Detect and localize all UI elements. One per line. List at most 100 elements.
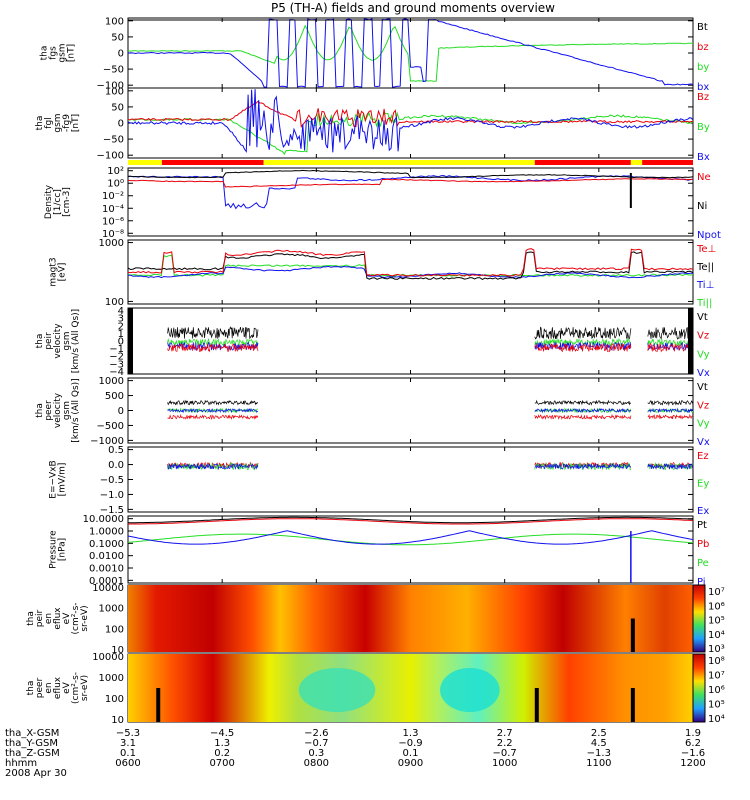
- legend-pt: Pt: [697, 520, 707, 531]
- orbit-row-label: 2008 Apr 30: [5, 768, 67, 779]
- colorbar-label: 10⁴: [708, 714, 725, 725]
- y-axis-label: gsm: [62, 401, 72, 420]
- x-tick-label: 2.7: [497, 728, 513, 739]
- y-axis-label: tha: [40, 46, 50, 61]
- mode-bar-segment: [630, 160, 643, 165]
- panel-frame-vel1: [127, 307, 694, 375]
- y-tick-label: −50: [103, 65, 124, 76]
- orbit-row-label: tha_X-GSM: [5, 728, 59, 739]
- legend-pe: Pe: [697, 558, 709, 569]
- y-tick-label: 50: [111, 102, 124, 113]
- legend-bz: Bz: [697, 92, 709, 103]
- y-tick-label: 0: [118, 406, 124, 417]
- colorbar-label: 10⁶: [708, 685, 725, 696]
- y-axis-label: eflux: [53, 676, 63, 699]
- y-tick-label: 500: [105, 391, 124, 402]
- mode-bar-segment: [263, 160, 535, 165]
- y-tick-label: −1: [109, 344, 124, 355]
- series-vz: [647, 413, 694, 420]
- y-axis-label: (cm²-s-: [71, 602, 81, 634]
- panel-frame-density: [127, 167, 694, 237]
- y-axis-label: tha: [26, 611, 36, 626]
- legend-vy: Vy: [697, 349, 710, 360]
- x-tick-label: −0.7: [304, 738, 328, 749]
- y-tick-label: 1: [118, 329, 124, 340]
- spectrogram-blob: [440, 668, 500, 712]
- legend-ne: Ne: [697, 172, 711, 183]
- y-tick-label: 0.0010: [89, 563, 124, 574]
- y-axis-label: gsm: [53, 113, 63, 132]
- series-vz: [167, 343, 259, 353]
- y-tick-label: 50: [111, 32, 124, 43]
- legend-pb: Pb: [697, 539, 709, 550]
- y-axis-label: Density: [44, 184, 54, 219]
- series-vy: [647, 338, 694, 347]
- y-axis-label: eV: [62, 612, 72, 625]
- y-axis-label: fgs: [49, 46, 59, 60]
- series-npot: [127, 175, 694, 210]
- legend-bx: bx: [697, 82, 709, 93]
- x-tick-label: 1.3: [214, 738, 230, 749]
- series-ex: [534, 462, 631, 470]
- series-vx: [167, 407, 259, 414]
- y-tick-label: 3: [118, 314, 124, 325]
- y-axis-label: [km/s (All Qs)]: [71, 378, 81, 442]
- x-tick-label: 0800: [304, 758, 329, 769]
- plot-title: P5 (TH-A) fields and ground moments over…: [271, 1, 555, 15]
- mode-bar-segment: [128, 160, 162, 165]
- series-by: [128, 111, 694, 155]
- series-pe: [127, 533, 694, 546]
- y-tick-label: 1000: [99, 376, 124, 387]
- colorbar-label: 10⁵: [708, 700, 725, 711]
- mode-bar-segment: [642, 160, 693, 165]
- x-tick-label: 1200: [680, 758, 705, 769]
- series-vx: [534, 341, 632, 352]
- series-vx: [534, 407, 632, 414]
- y-tick-label: 10.0000: [83, 514, 124, 525]
- y-tick-label: −100: [97, 151, 124, 162]
- legend-vx: Vx: [697, 368, 710, 379]
- panel-frame-pressure: [127, 515, 694, 584]
- y-tick-label: −3: [109, 359, 124, 370]
- series-bx: [127, 89, 694, 153]
- legend-te||: Te||: [696, 262, 714, 273]
- y-tick-label: 10⁻⁶: [102, 216, 124, 227]
- y-tick-label: 1000: [99, 238, 124, 249]
- y-axis-label: sr-eV): [80, 605, 90, 631]
- series-ni: [127, 169, 694, 179]
- y-tick-label: 10000: [92, 652, 124, 663]
- y-tick-label: −1.0: [100, 490, 124, 501]
- y-axis-label: tha: [35, 116, 45, 131]
- y-axis-label: velocity: [53, 323, 63, 359]
- y-axis-label: peir: [44, 332, 54, 350]
- series-vt: [167, 326, 259, 340]
- series-vt: [167, 399, 259, 406]
- x-tick-label: 1.9: [685, 728, 701, 739]
- colorbar: [692, 584, 706, 653]
- series-teperp: [127, 248, 694, 277]
- mode-bar-segment: [161, 160, 264, 165]
- colorbar-label: 10⁸: [708, 656, 725, 667]
- y-axis-label: gsm: [62, 331, 72, 350]
- orbit-row-label: tha_Z-GSM: [5, 748, 60, 759]
- y-axis-label: [km/s (All Qs)]: [71, 309, 81, 373]
- legend-ti||: Ti||: [696, 298, 712, 309]
- series-vz: [167, 413, 259, 420]
- y-tick-label: −2: [109, 352, 124, 363]
- y-tick-label: 1000: [99, 604, 124, 615]
- y-tick-label: 10⁻⁴: [102, 204, 124, 215]
- y-tick-label: −100: [97, 81, 124, 92]
- legend-vz: Vz: [697, 400, 709, 411]
- spectrogram-blob: [298, 668, 376, 712]
- legend-ey: Ey: [697, 479, 709, 490]
- legend-ex: Ex: [697, 506, 709, 517]
- y-tick-label: 10⁰: [107, 179, 124, 190]
- y-axis-label: [eV]: [58, 263, 68, 282]
- x-tick-label: −0.9: [398, 738, 422, 749]
- y-tick-label: 0.1000: [89, 539, 124, 550]
- orbit-row-label: tha_Y-GSM: [5, 738, 58, 749]
- colorbar: [692, 653, 706, 723]
- y-axis-label: peer: [35, 677, 45, 698]
- y-tick-label: 0.0: [108, 460, 124, 471]
